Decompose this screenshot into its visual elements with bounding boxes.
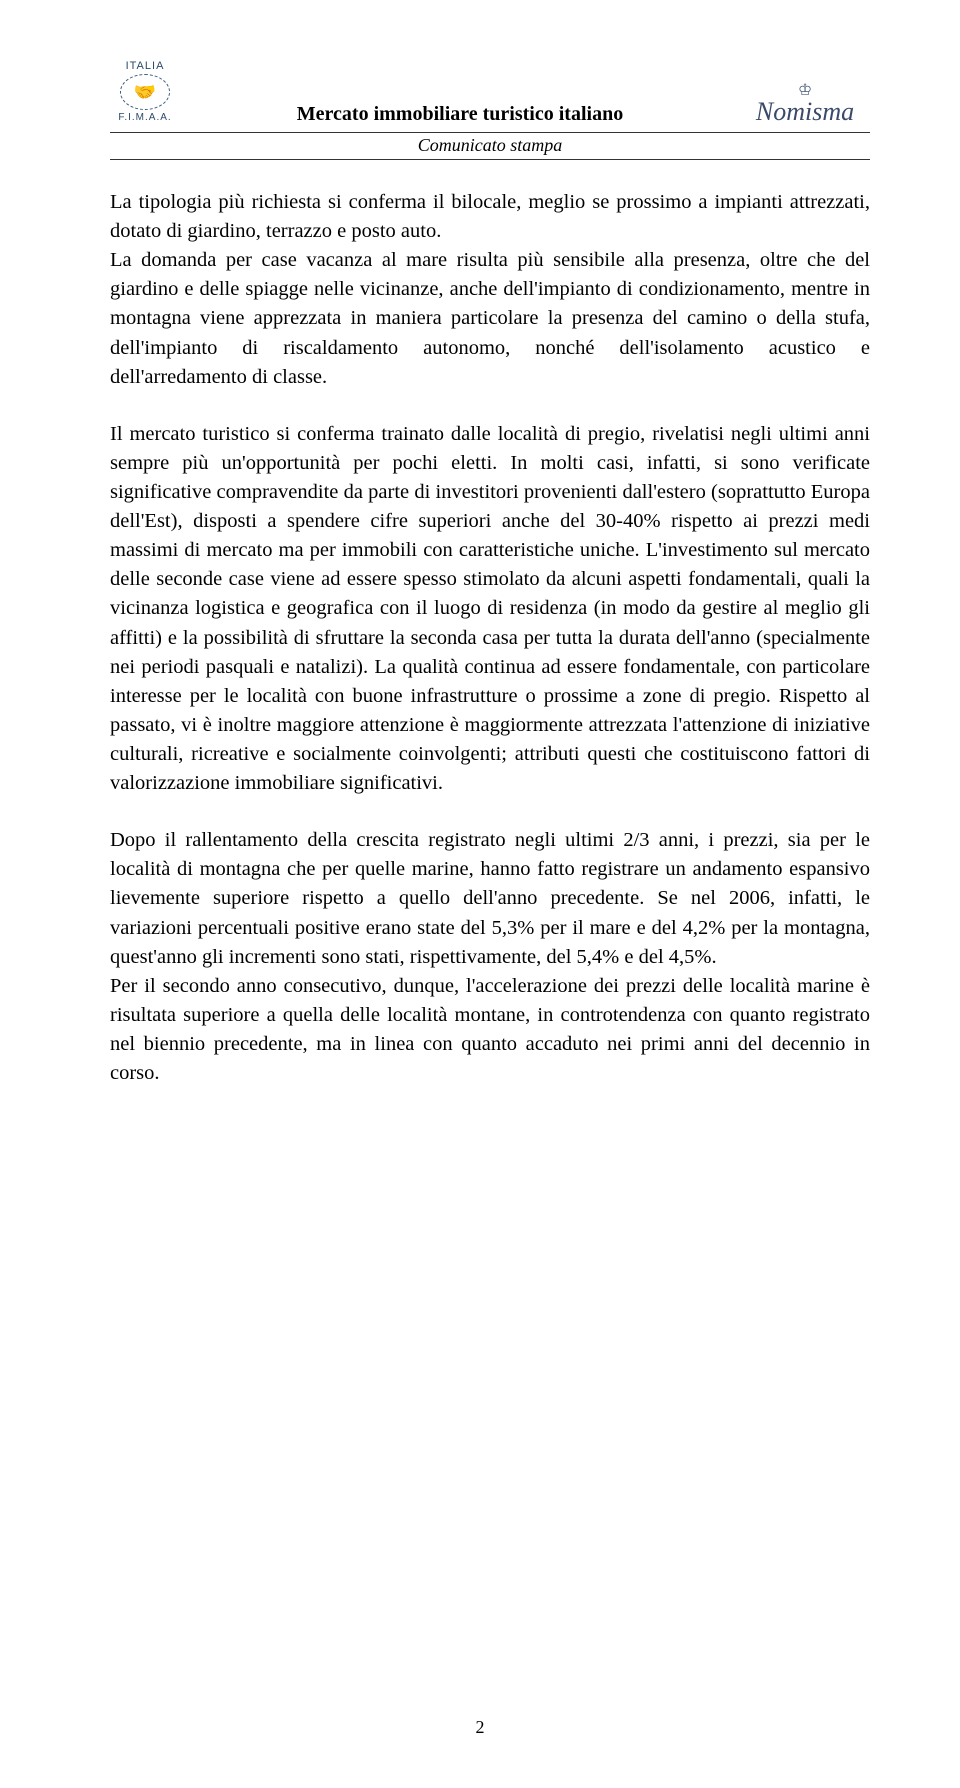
paragraph-2: La domanda per case vacanza al mare risu…	[110, 246, 870, 392]
page-number: 2	[0, 1717, 960, 1738]
logo-text-fimaa: F.I.M.A.A.	[110, 112, 180, 123]
document-page: ITALIA 🤝 F.I.M.A.A. Mercato immobiliare …	[0, 0, 960, 1788]
logo-text-italia: ITALIA	[110, 60, 180, 72]
page-header: ITALIA 🤝 F.I.M.A.A. Mercato immobiliare …	[110, 60, 870, 133]
document-subtitle: Comunicato stampa	[110, 135, 870, 160]
paragraph-3: Il mercato turistico si conferma trainat…	[110, 420, 870, 798]
handshake-icon: 🤝	[120, 74, 170, 110]
nomisma-logo: ♔ Nomisma	[740, 80, 870, 130]
paragraph-5: Per il secondo anno consecutivo, dunque,…	[110, 972, 870, 1088]
document-body: La tipologia più richiesta si conferma i…	[110, 188, 870, 1088]
paragraph-1: La tipologia più richiesta si conferma i…	[110, 188, 870, 246]
header-center: Mercato immobiliare turistico italiano	[180, 103, 740, 130]
fimaa-logo: ITALIA 🤝 F.I.M.A.A.	[110, 60, 180, 130]
logo-text-nomisma: Nomisma	[740, 100, 870, 123]
paragraph-4: Dopo il rallentamento della crescita reg…	[110, 826, 870, 972]
document-title: Mercato immobiliare turistico italiano	[180, 103, 740, 126]
